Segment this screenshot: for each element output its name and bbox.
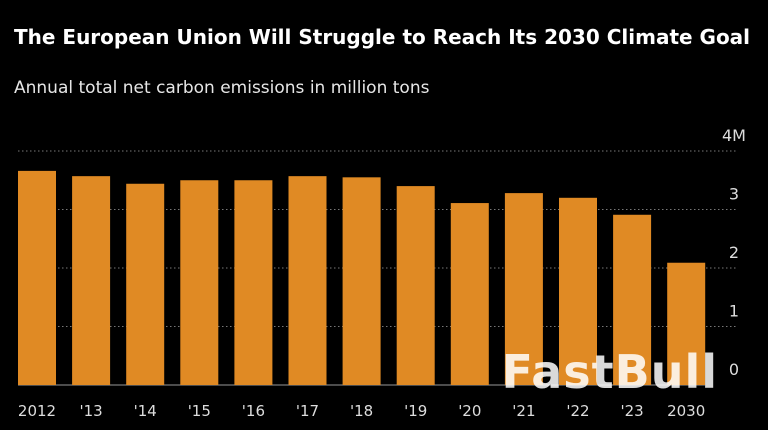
bar-23 bbox=[613, 214, 652, 385]
x-tick-label: '21 bbox=[512, 402, 535, 420]
y-tick-label: 0 bbox=[729, 360, 739, 379]
y-tick-label: 2 bbox=[729, 243, 739, 262]
chart-title: The European Union Will Struggle to Reac… bbox=[14, 25, 751, 49]
watermark-logo: FastBull bbox=[501, 345, 718, 399]
chart-subtitle: Annual total net carbon emissions in mil… bbox=[14, 78, 430, 98]
x-tick-label: '23 bbox=[620, 402, 643, 420]
bar-17 bbox=[288, 176, 327, 385]
x-tick-label: '20 bbox=[458, 402, 481, 420]
x-tick-label: '15 bbox=[188, 402, 211, 420]
bar-13 bbox=[72, 176, 111, 385]
bar-21 bbox=[504, 193, 543, 385]
x-tick-label: '19 bbox=[404, 402, 427, 420]
x-tick-label: '14 bbox=[134, 402, 157, 420]
x-tick-label: '18 bbox=[350, 402, 373, 420]
bar-20 bbox=[450, 203, 489, 385]
x-tick-label: 2030 bbox=[667, 402, 705, 420]
x-tick-label: '17 bbox=[296, 402, 319, 420]
x-tick-label: '16 bbox=[242, 402, 265, 420]
bar-18 bbox=[342, 177, 381, 385]
y-tick-label: 1 bbox=[729, 302, 739, 321]
y-tick-label: 3 bbox=[729, 185, 739, 204]
x-tick-label: '13 bbox=[79, 402, 102, 420]
x-tick-label: 2012 bbox=[18, 402, 56, 420]
y-tick-label: 4M bbox=[722, 126, 746, 145]
bar-14 bbox=[126, 183, 165, 385]
bar-2012 bbox=[18, 170, 56, 385]
x-tick-label: '22 bbox=[566, 402, 589, 420]
bar-22 bbox=[559, 197, 597, 385]
bar-19 bbox=[396, 186, 435, 385]
bar-15 bbox=[180, 180, 219, 385]
bar-2030 bbox=[667, 262, 706, 385]
bar-16 bbox=[234, 180, 273, 385]
